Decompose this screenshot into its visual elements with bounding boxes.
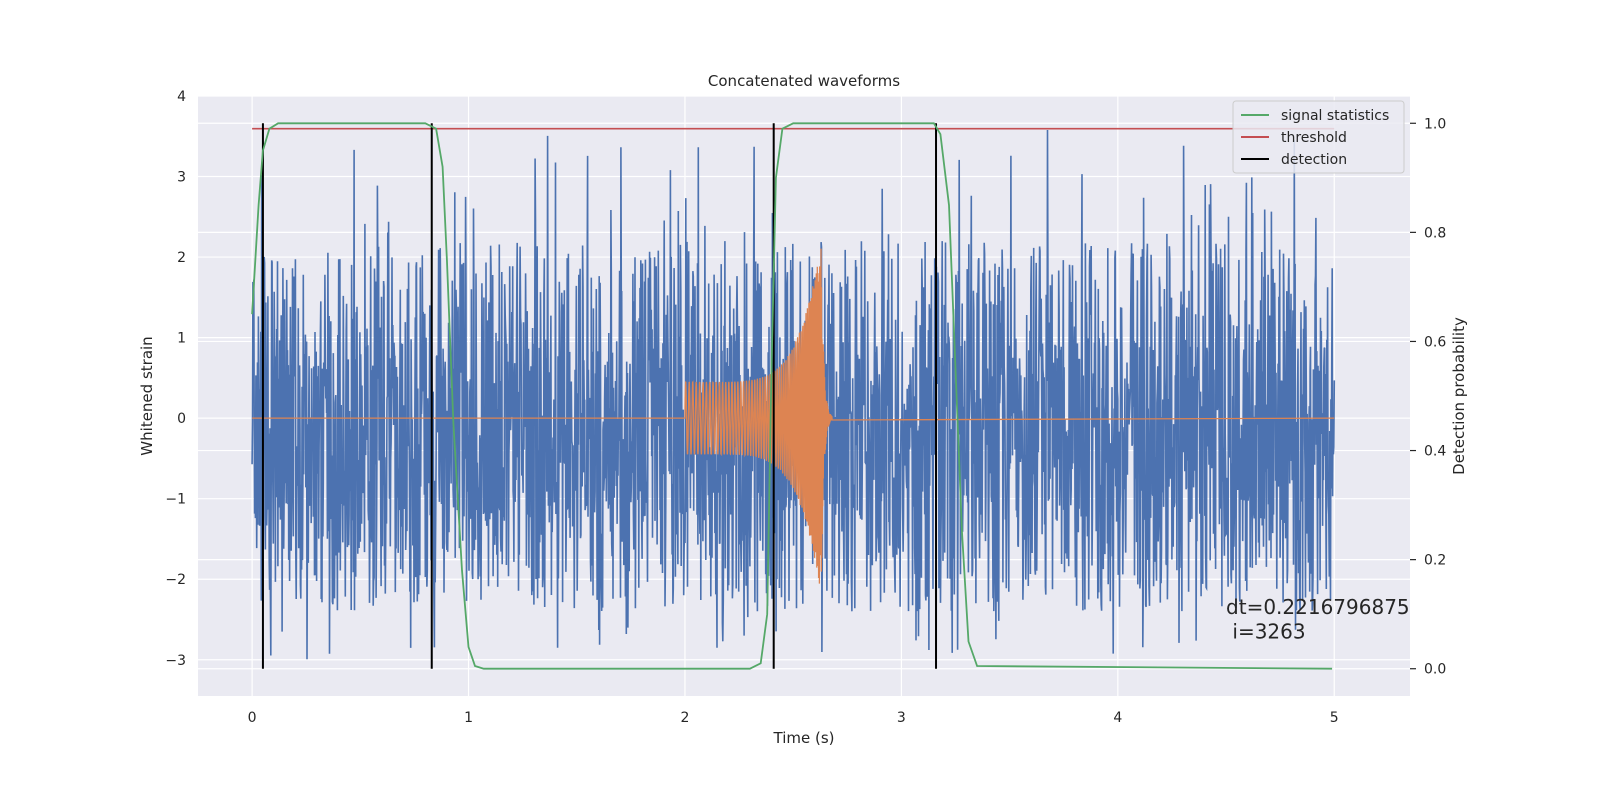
y-tick-label: 2 bbox=[177, 250, 186, 266]
right-axis-ticks: 0.0 0.2 0.4 0.6 0.8 1.0 bbox=[1410, 116, 1446, 678]
legend-label: signal statistics bbox=[1281, 108, 1389, 124]
x-tick-label: 0 bbox=[248, 710, 257, 726]
y-right-tick-label: 0.8 bbox=[1424, 225, 1446, 241]
annotation-index: i=3263 bbox=[1226, 620, 1306, 644]
left-axis-ticks: −3 −2 −1 0 1 2 3 4 bbox=[165, 89, 186, 669]
x-tick-label: 4 bbox=[1113, 710, 1122, 726]
y-right-tick-label: 0.2 bbox=[1424, 553, 1446, 569]
y-tick-label: −1 bbox=[165, 492, 186, 508]
y-right-tick-label: 0.6 bbox=[1424, 334, 1446, 350]
x-tick-label: 2 bbox=[681, 710, 690, 726]
y-axis-right-label: Detection probability bbox=[1450, 317, 1468, 475]
legend: signal statistics threshold detection bbox=[1232, 100, 1405, 174]
annotation-dt: dt=0.2216796875 bbox=[1226, 595, 1410, 619]
y-tick-label: 1 bbox=[177, 331, 186, 347]
legend-label: threshold bbox=[1281, 130, 1347, 146]
y-axis-label: Whitened strain bbox=[138, 336, 156, 455]
y-tick-label: −3 bbox=[165, 653, 186, 669]
chart-title: Concatenated waveforms bbox=[708, 72, 900, 90]
y-tick-label: −2 bbox=[165, 572, 186, 588]
y-tick-label: 0 bbox=[177, 411, 186, 427]
legend-box bbox=[1232, 100, 1405, 174]
y-right-tick-label: 0.4 bbox=[1424, 444, 1446, 460]
y-tick-label: 3 bbox=[177, 170, 186, 186]
bottom-axis-ticks: 0 1 2 3 4 5 bbox=[248, 710, 1339, 726]
y-right-tick-label: 0.0 bbox=[1424, 662, 1446, 678]
chirp-series-line bbox=[252, 248, 1335, 584]
x-tick-label: 1 bbox=[464, 710, 473, 726]
y-right-tick-label: 1.0 bbox=[1424, 116, 1446, 132]
legend-label: detection bbox=[1281, 152, 1347, 168]
x-tick-label: 3 bbox=[897, 710, 906, 726]
y-tick-label: 4 bbox=[177, 89, 186, 105]
x-tick-label: 5 bbox=[1330, 710, 1339, 726]
x-axis-label: Time (s) bbox=[773, 729, 835, 747]
detection-lines bbox=[261, 123, 938, 669]
signal-statistics-line bbox=[251, 122, 1333, 670]
